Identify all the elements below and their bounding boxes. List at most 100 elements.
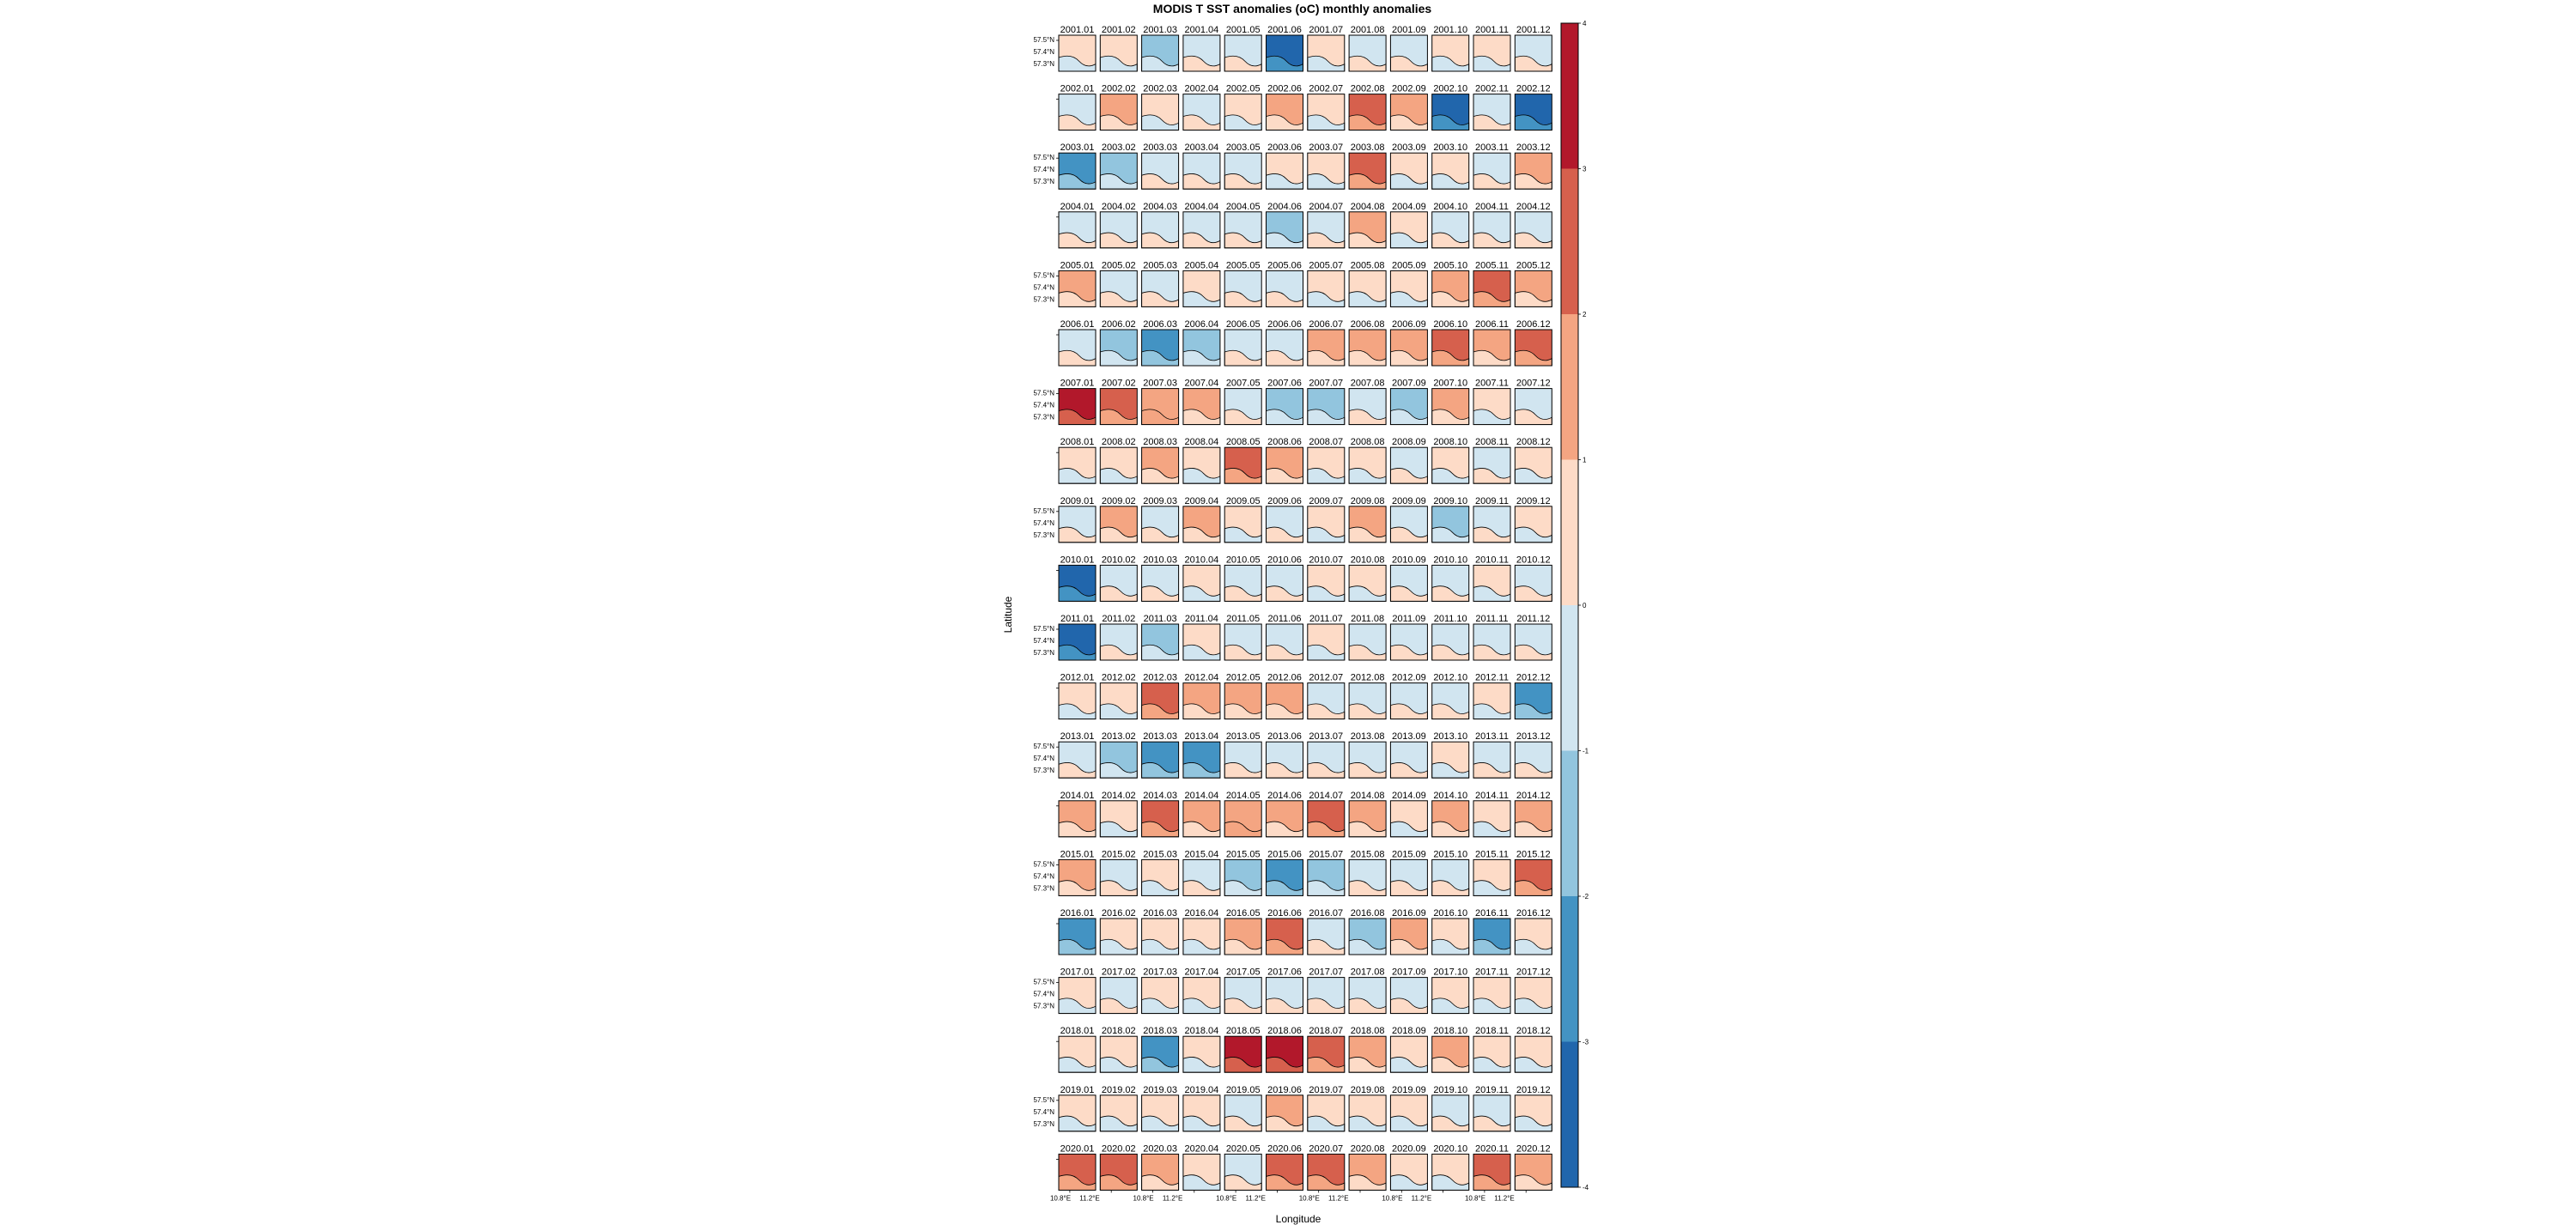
panel-2007-05: 2007.05 <box>1224 379 1262 426</box>
panel-2015-06: 2015.06 <box>1266 849 1303 896</box>
panel-frame <box>1182 858 1221 896</box>
panel-frame <box>1348 977 1387 1015</box>
panel-2008-05: 2008.05 <box>1224 437 1262 484</box>
panel-frame <box>1182 211 1221 249</box>
panel-title: 2010.01 <box>1060 555 1095 565</box>
panel-frame <box>1473 270 1511 307</box>
panel-2009-01: 2009.01 <box>1058 496 1097 543</box>
panel-frame <box>1224 329 1262 367</box>
panel-2016-12: 2016.12 <box>1514 908 1552 955</box>
panel-frame <box>1389 564 1428 602</box>
panel-frame <box>1514 1035 1552 1073</box>
panel-title: 2008.12 <box>1516 437 1551 447</box>
panel-frame <box>1514 800 1552 838</box>
panel-2008-08: 2008.08 <box>1348 437 1387 484</box>
panel-frame <box>1099 506 1138 543</box>
panel-frame <box>1182 270 1221 307</box>
panel-frame <box>1141 270 1180 307</box>
panel-frame <box>1141 506 1180 543</box>
panel-frame <box>1389 446 1428 484</box>
panel-frame <box>1224 1153 1262 1191</box>
panel-title: 2016.02 <box>1102 908 1136 919</box>
panel-title: 2005.06 <box>1267 260 1302 270</box>
panel-2013-08: 2013.08 <box>1348 731 1387 779</box>
panel-title: 2004.11 <box>1475 202 1509 212</box>
panel-title: 2006.03 <box>1143 319 1177 330</box>
panel-title: 2019.07 <box>1309 1085 1343 1095</box>
panel-frame <box>1224 741 1262 779</box>
panel-title: 2001.06 <box>1267 25 1302 35</box>
panel-title: 2013.03 <box>1143 731 1177 742</box>
panel-2014-03: 2014.03 <box>1141 791 1180 838</box>
panel-title: 2013.05 <box>1226 731 1261 742</box>
panel-frame <box>1473 446 1511 484</box>
panel-title: 2019.10 <box>1433 1085 1467 1095</box>
panel-frame <box>1473 94 1511 131</box>
panel-title: 2012.06 <box>1267 673 1302 683</box>
panel-2004-01: 2004.01 <box>1058 202 1097 249</box>
panel-2004-12: 2004.12 <box>1514 202 1552 249</box>
panel-frame <box>1266 329 1303 367</box>
panel-frame <box>1058 682 1097 720</box>
panel-title: 2004.10 <box>1433 202 1467 212</box>
panel-title: 2014.08 <box>1351 791 1385 801</box>
panel-2003-09: 2003.09 <box>1389 143 1428 190</box>
panel-frame <box>1389 977 1428 1015</box>
panel-title: 2016.12 <box>1516 908 1551 919</box>
panel-title: 2012.04 <box>1185 673 1219 683</box>
panel-2019-10: 2019.10 <box>1431 1085 1470 1132</box>
panel-frame <box>1473 388 1511 426</box>
panel-title: 2009.01 <box>1060 496 1095 506</box>
panel-2010-01: 2010.01 <box>1058 555 1097 602</box>
panel-frame <box>1514 858 1552 896</box>
panel-title: 2002.03 <box>1143 84 1177 94</box>
y-tick-label: 57.4°N <box>1033 48 1054 56</box>
panel-2009-05: 2009.05 <box>1224 496 1262 543</box>
panel-title: 2005.09 <box>1392 260 1426 270</box>
panel-title: 2019.02 <box>1102 1085 1136 1095</box>
panel-2005-05: 2005.05 <box>1224 260 1262 307</box>
panel-frame <box>1431 270 1470 307</box>
panel-frame <box>1266 152 1303 190</box>
panel-frame <box>1307 682 1346 720</box>
panel-title: 2007.04 <box>1185 379 1219 389</box>
y-tick-label: 57.3°N <box>1033 295 1054 303</box>
panel-2007-07: 2007.07 <box>1307 379 1346 426</box>
y-tick-label: 57.5°N <box>1033 271 1054 279</box>
panel-2001-11: 2001.11 <box>1473 25 1511 72</box>
panel-2006-05: 2006.05 <box>1224 319 1262 367</box>
panel-2001-03: 2001.03 <box>1141 25 1180 72</box>
panel-2015-01: 2015.01 <box>1058 849 1097 896</box>
panel-2018-07: 2018.07 <box>1307 1026 1346 1073</box>
panel-title: 2013.02 <box>1102 731 1136 742</box>
panel-frame <box>1182 34 1221 72</box>
panel-frame <box>1266 506 1303 543</box>
panel-frame <box>1348 800 1387 838</box>
panel-title: 2006.12 <box>1516 319 1551 330</box>
panel-frame <box>1058 446 1097 484</box>
x-tick-label: 10.8°E <box>1382 1194 1402 1202</box>
panel-title: 2005.05 <box>1226 260 1261 270</box>
panel-frame <box>1224 270 1262 307</box>
panel-title: 2015.08 <box>1351 849 1385 859</box>
panel-frame <box>1141 977 1180 1015</box>
panel-frame <box>1058 800 1097 838</box>
panel-2009-09: 2009.09 <box>1389 496 1428 543</box>
panel-frame <box>1141 1095 1180 1132</box>
colorbar-tick-label: -3 <box>1583 1039 1589 1046</box>
panel-title: 2004.08 <box>1351 202 1385 212</box>
panel-2008-09: 2008.09 <box>1389 437 1428 484</box>
panel-frame <box>1307 1035 1346 1073</box>
panel-2013-04: 2013.04 <box>1182 731 1221 779</box>
panel-frame <box>1058 270 1097 307</box>
panel-2014-09: 2014.09 <box>1389 791 1428 838</box>
panel-title: 2008.04 <box>1185 437 1219 447</box>
panel-frame <box>1182 800 1221 838</box>
panel-title: 2003.10 <box>1433 143 1467 153</box>
panel-title: 2008.10 <box>1433 437 1467 447</box>
panel-frame <box>1473 506 1511 543</box>
panel-title: 2017.06 <box>1267 967 1302 978</box>
panel-title: 2005.11 <box>1475 260 1509 270</box>
panel-frame <box>1307 152 1346 190</box>
panel-title: 2001.09 <box>1392 25 1426 35</box>
